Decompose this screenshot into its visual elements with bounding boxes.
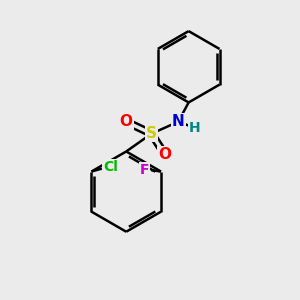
Text: N: N bbox=[172, 114, 184, 129]
Text: F: F bbox=[140, 163, 149, 177]
Text: Cl: Cl bbox=[103, 160, 118, 174]
Text: H: H bbox=[189, 121, 200, 135]
Text: O: O bbox=[158, 147, 171, 162]
Text: S: S bbox=[146, 126, 157, 141]
Text: O: O bbox=[120, 114, 133, 129]
